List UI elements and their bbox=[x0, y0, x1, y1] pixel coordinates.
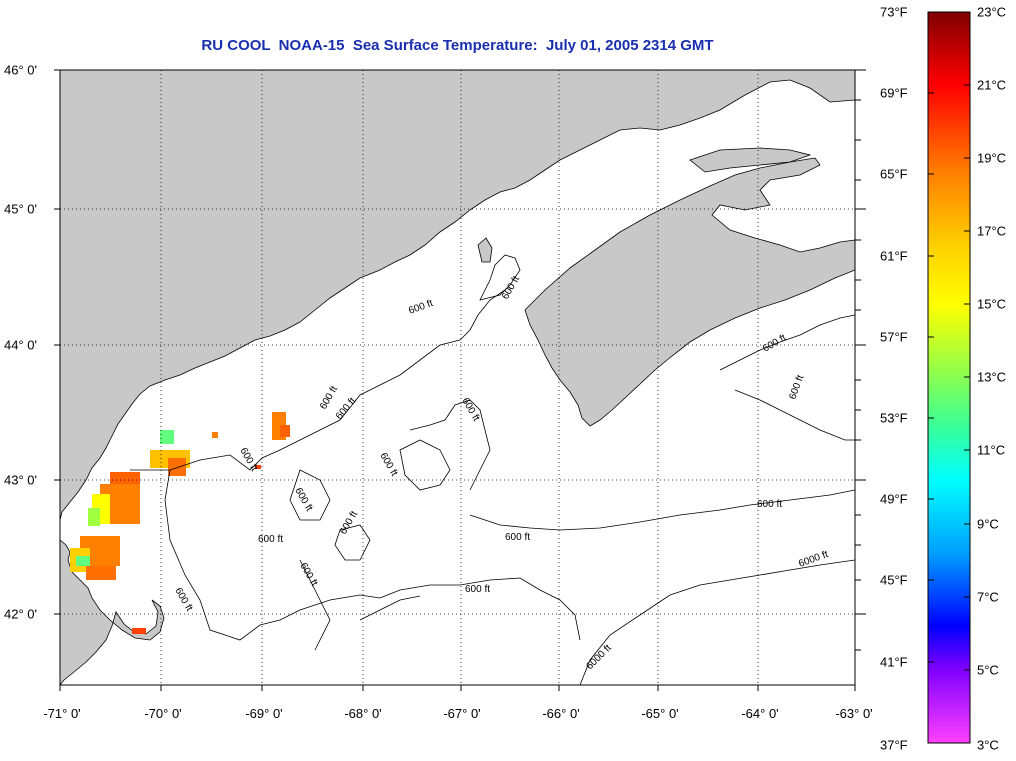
lon-tick-label: -64° 0' bbox=[741, 706, 779, 721]
bathymetry-contours bbox=[130, 254, 855, 685]
lon-tick-label: -63° 0' bbox=[835, 706, 873, 721]
map-title: RU COOL NOAA-15 Sea Surface Temperature:… bbox=[201, 37, 714, 54]
lon-tick-label: -68° 0' bbox=[344, 706, 382, 721]
lon-tick-label: -67° 0' bbox=[443, 706, 481, 721]
lon-tick-label: -69° 0' bbox=[245, 706, 283, 721]
axis-ticks bbox=[54, 69, 866, 691]
lat-tick-label: 46° 0' bbox=[4, 62, 37, 78]
colorbar-c-label: 9°C bbox=[977, 516, 999, 532]
colorbar-f-label: 65°F bbox=[880, 166, 908, 182]
lon-tick-label: -66° 0' bbox=[542, 706, 580, 721]
colorbar-f-label: 41°F bbox=[880, 654, 908, 670]
lat-tick-label: 44° 0' bbox=[4, 337, 37, 353]
colorbar-f-label: 49°F bbox=[880, 491, 908, 507]
colorbar-f-label: 69°F bbox=[880, 85, 908, 101]
colorbar-c-label: 7°C bbox=[977, 589, 999, 605]
colorbar-c-label: 21°C bbox=[977, 77, 1007, 93]
colorbar-c-label: 3°C bbox=[977, 737, 999, 753]
colorbar-c-label: 11°C bbox=[977, 442, 1006, 458]
contour-label: 600 ft bbox=[465, 584, 490, 595]
colorbar-c-label: 19°C bbox=[977, 150, 1007, 166]
sst-patches bbox=[70, 412, 290, 634]
lat-tick-label: 42° 0' bbox=[4, 606, 37, 622]
contour-label: 600 ft bbox=[258, 534, 283, 545]
colorbar-f-label: 73°F bbox=[880, 4, 908, 20]
colorbar-f-label: 37°F bbox=[880, 737, 908, 753]
lat-tick-label: 43° 0' bbox=[4, 472, 37, 488]
colorbar-f-label: 57°F bbox=[880, 329, 908, 345]
colorbar-c-label: 5°C bbox=[977, 662, 999, 678]
lon-tick-label: -70° 0' bbox=[144, 706, 182, 721]
map-frame bbox=[59, 69, 856, 686]
colorbar-c-label: 17°C bbox=[977, 223, 1007, 239]
colorbar-c-label: 13°C bbox=[977, 369, 1007, 385]
land-grand-manan bbox=[477, 237, 493, 263]
colorbar-c-label: 23°C bbox=[977, 4, 1007, 20]
colorbar bbox=[927, 11, 971, 744]
lon-tick-label: -65° 0' bbox=[641, 706, 679, 721]
land-mainland bbox=[60, 70, 855, 521]
lat-tick-label: 45° 0' bbox=[4, 201, 37, 217]
land-pei bbox=[689, 147, 812, 173]
contour-label: 600 ft bbox=[505, 532, 530, 543]
colorbar-f-label: 45°F bbox=[880, 572, 908, 588]
contour-label: 600 ft bbox=[757, 499, 782, 510]
land-nova-scotia bbox=[524, 157, 855, 427]
colorbar-f-label: 53°F bbox=[880, 410, 908, 426]
colorbar-ticks bbox=[928, 11, 970, 744]
colorbar-f-label: 61°F bbox=[880, 248, 908, 264]
land-massachusetts bbox=[60, 539, 165, 685]
lon-tick-label: -71° 0' bbox=[43, 706, 81, 721]
colorbar-c-label: 15°C bbox=[977, 296, 1007, 312]
graticule bbox=[60, 70, 855, 685]
